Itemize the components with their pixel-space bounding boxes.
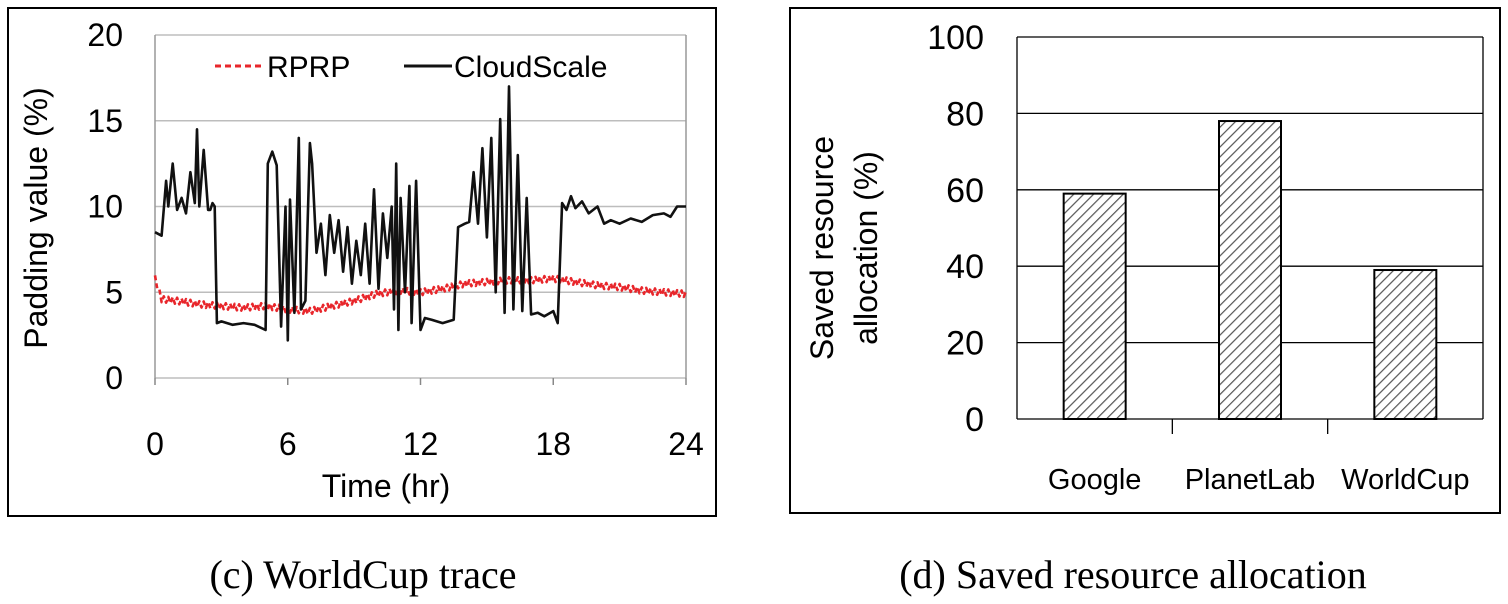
left-y-tick-label: 5 bbox=[105, 274, 123, 310]
legend-rprp-label: RPRP bbox=[267, 51, 350, 84]
left-x-tick-label: 18 bbox=[535, 426, 571, 462]
left-chart-series bbox=[153, 85, 688, 342]
right-y-tick-label: 20 bbox=[946, 325, 984, 363]
left-chart-x-ticks: 0 6 12 18 24 bbox=[146, 378, 704, 462]
right-chart-y-axis-label-line2: allocation (%) bbox=[848, 151, 884, 345]
left-y-tick-label: 20 bbox=[87, 17, 123, 53]
right-y-tick-label: 0 bbox=[965, 401, 984, 439]
bar-google bbox=[1062, 192, 1127, 420]
left-y-tick-label: 0 bbox=[105, 360, 123, 396]
right-y-tick-label: 80 bbox=[946, 95, 984, 133]
left-chart-y-ticks: 0 5 10 15 20 bbox=[87, 17, 123, 396]
left-chart-legend: RPRP CloudScale bbox=[215, 51, 607, 84]
left-x-tick-label: 0 bbox=[146, 426, 164, 462]
left-x-tick-label: 24 bbox=[668, 426, 704, 462]
right-chart-x-ticks: Google PlanetLab WorldCup bbox=[1048, 419, 1470, 496]
right-x-tick-label: WorldCup bbox=[1341, 464, 1469, 496]
bar-planetlab bbox=[1218, 120, 1282, 420]
left-x-tick-label: 6 bbox=[279, 426, 297, 462]
right-y-tick-label: 40 bbox=[946, 248, 984, 286]
left-x-tick-label: 12 bbox=[403, 426, 439, 462]
right-chart-bars bbox=[1062, 120, 1438, 420]
series-line-cloudscale bbox=[154, 85, 686, 342]
left-chart-grid bbox=[154, 34, 687, 379]
left-chart-y-axis-label: Padding value (%) bbox=[18, 87, 54, 348]
right-x-tick-label: PlanetLab bbox=[1185, 464, 1316, 496]
left-y-tick-label: 15 bbox=[87, 103, 123, 139]
right-y-tick-label: 60 bbox=[946, 172, 984, 210]
right-chart-y-ticks: 0 20 40 60 80 100 bbox=[927, 19, 984, 439]
caption-left: (c) WorldCup trace bbox=[209, 552, 516, 597]
caption-right: (d) Saved resource allocation bbox=[899, 552, 1367, 597]
right-y-tick-label: 100 bbox=[927, 19, 984, 57]
right-chart-y-axis-label-line1: Saved resource bbox=[804, 136, 840, 360]
right-x-tick-label: Google bbox=[1048, 464, 1142, 496]
legend-cloudscale-label: CloudScale bbox=[454, 51, 607, 84]
left-chart-x-axis-label: Time (hr) bbox=[322, 468, 451, 504]
bar-worldcup bbox=[1373, 269, 1438, 420]
left-y-tick-label: 10 bbox=[87, 189, 123, 225]
right-chart-frame bbox=[789, 7, 1501, 514]
